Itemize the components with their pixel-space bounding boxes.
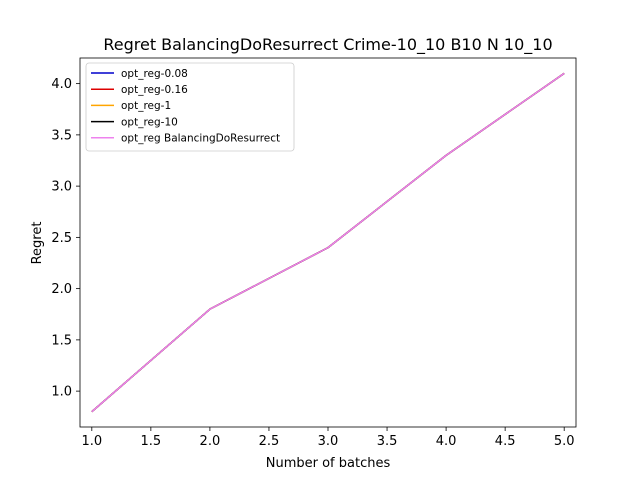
- chart-title: Regret BalancingDoResurrect Crime-10_10 …: [103, 35, 552, 55]
- x-tick-label: 2.0: [200, 434, 221, 449]
- series-line-5: [91, 72, 565, 413]
- x-tick-label: 2.5: [259, 434, 280, 449]
- axes-frame: [79, 57, 577, 428]
- x-tick-label: 3.5: [377, 434, 398, 449]
- x-tick-label: 4.0: [436, 434, 457, 449]
- axes: 1.0 1.5 2.0 2.5 3.0 3.5 4.0 4.5 5.0 1.0 1.5 2.0 2.5 3…: [51, 57, 577, 449]
- x-tick-label: 1.0: [81, 434, 102, 449]
- legend: opt_reg-0.08 opt_reg-0.16 opt_reg-1 opt_reg…: [85, 62, 295, 152]
- legend-label: opt_reg-10: [121, 116, 178, 128]
- y-axis-label: Regret: [30, 222, 45, 265]
- y-tick-label: 1.0: [51, 385, 72, 400]
- y-tick-label: 3.5: [51, 128, 72, 143]
- x-tick-label: 4.5: [495, 434, 516, 449]
- series-lines: [91, 72, 565, 413]
- x-tick-label: 5.0: [554, 434, 575, 449]
- y-tick-label: 4.0: [51, 77, 72, 92]
- x-tick-label: 1.5: [141, 434, 162, 449]
- x-axis-label: Number of batches: [266, 456, 391, 471]
- legend-label: opt_reg-0.08: [121, 68, 188, 80]
- y-tick-label: 2.0: [51, 282, 72, 297]
- y-tick-label: 1.5: [51, 333, 72, 348]
- legend-label: opt_reg-1: [121, 100, 171, 112]
- x-tick-label: 3.0: [318, 434, 339, 449]
- y-tick-label: 3.0: [51, 180, 72, 195]
- legend-label: opt_reg-0.16: [121, 84, 188, 96]
- legend-frame: [85, 62, 295, 152]
- y-tick-label: 2.5: [51, 231, 72, 246]
- legend-label: opt_reg BalancingDoResurrect: [121, 133, 280, 145]
